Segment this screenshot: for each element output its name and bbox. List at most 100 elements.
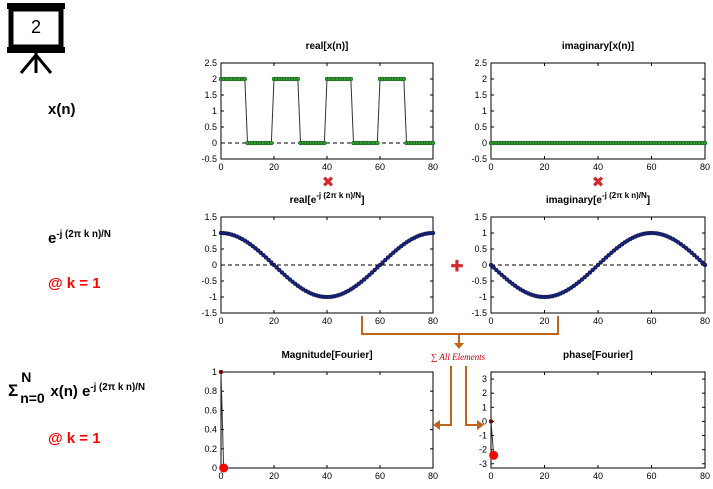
x-tick-label: 0	[218, 471, 223, 481]
multiply-glyph: ✖	[592, 173, 605, 191]
all-elements-label: ∑ All Elements	[431, 352, 486, 362]
data-point	[385, 255, 391, 260]
x-tick-label: 40	[322, 316, 332, 326]
y-tick-label: 0.5	[474, 122, 487, 132]
sum-lower-limit: n=0	[20, 390, 45, 406]
series-line	[220, 371, 225, 469]
k-equals-one-label: @ k = 1	[48, 275, 101, 292]
data-point	[372, 267, 377, 273]
board-number: 2	[30, 17, 41, 37]
y-tick-label: -1	[479, 431, 487, 441]
data-point	[375, 265, 380, 270]
data-point	[593, 265, 598, 270]
data-point	[430, 230, 436, 236]
y-tick-label: -1	[209, 292, 217, 302]
chart-real_x: real[x(n)]0 20 40 60 802.521.510.50-0.5	[201, 41, 438, 172]
right-branch	[465, 366, 477, 426]
data-point	[598, 260, 603, 265]
x-tick-label: 60	[646, 162, 656, 172]
y-tick-label: -0.5	[201, 154, 217, 164]
data-point	[263, 255, 269, 260]
y-tick-label: 0.5	[204, 122, 217, 132]
data-point	[269, 260, 274, 265]
data-point	[494, 267, 499, 273]
y-tick-label: 1	[482, 228, 487, 238]
y-tick-label: -2	[479, 445, 487, 455]
sum-connector-arrows	[361, 316, 559, 426]
multiply-glyph: ✖	[322, 173, 335, 191]
x-tick-label: 60	[375, 162, 385, 172]
x-tick-label: 80	[428, 316, 438, 326]
data-point	[269, 140, 274, 146]
x-tick-label: 40	[593, 162, 603, 172]
y-tick-label: 0.8	[204, 386, 217, 396]
y-tick-label: -3	[479, 459, 487, 469]
chart-real_e: real[e-j (2π k n)/N] 0 20 40 60 80 1.5 1 0.5 0 -0.…	[201, 191, 438, 326]
data-point	[582, 275, 587, 280]
series-line	[221, 78, 433, 144]
x-tick-label: 0	[218, 316, 223, 326]
y-tick-label: 0	[482, 260, 487, 270]
y-tick-label: 3	[482, 374, 487, 384]
y-tick-label: -1	[479, 292, 487, 302]
x-tick-label: 20	[269, 471, 279, 481]
data-point	[271, 262, 277, 268]
data-point	[702, 262, 708, 268]
y-tick-label: 0.2	[204, 444, 217, 454]
data-point	[488, 262, 494, 268]
data-point	[279, 270, 285, 275]
data-point	[430, 140, 436, 146]
y-tick-label: 0	[482, 416, 487, 426]
arrow-head-right	[477, 420, 484, 430]
x-tick-label: 0	[488, 471, 493, 481]
sum-term: x(n) e	[50, 383, 91, 400]
presentation-board-icon: 2	[5, 3, 67, 75]
y-tick-label: 2.5	[474, 58, 487, 68]
y-tick-label: 2	[212, 74, 217, 84]
data-point	[601, 257, 606, 263]
data-point	[274, 265, 279, 270]
data-point	[367, 272, 372, 278]
x-tick-label: 40	[593, 316, 603, 326]
arrow-heads	[433, 343, 484, 430]
y-tick-label: 1.5	[474, 90, 487, 100]
plot-frame	[490, 371, 706, 469]
plus-icon: ✚	[450, 257, 463, 276]
highlight-point	[219, 463, 229, 473]
data-point	[488, 419, 494, 424]
dft-sum-label: Σ N n=0 x(n) e-j (2π k n)/N	[8, 369, 145, 406]
y-tick-label: 1	[212, 367, 217, 377]
chart-title-superscript: -j (2π k n)/N	[316, 191, 361, 200]
y-tick-label: 1	[212, 228, 217, 238]
exp-superscript: -j (2π k n)/N	[56, 229, 111, 240]
y-tick-label: 2.5	[204, 58, 217, 68]
y-tick-label: -1.5	[201, 308, 217, 318]
exp-base: e	[48, 230, 57, 247]
chart-title: imaginary[x(n)]	[562, 41, 634, 52]
data-point	[401, 76, 407, 82]
x-tick-label: 20	[539, 162, 549, 172]
bracket-line	[361, 316, 559, 335]
chart-title-superscript: -j (2π k n)/N	[602, 191, 647, 200]
data-point	[261, 252, 266, 258]
data-point	[499, 272, 504, 278]
data-point	[700, 260, 705, 265]
chart-imag_e: imaginary[e-j (2π k n)/N] 0 20 40 60 80 1.5 1 0.…	[471, 191, 710, 326]
data-point	[377, 262, 383, 268]
chart-imag_x: imaginary[x(n)]0 20 40 60 802.521.510.50-0.5	[471, 41, 710, 172]
chart-phase: phase[Fourier] 0 20 40 60 80 3 2 1 0 -1 -2 -3	[479, 350, 710, 481]
x-tick-label: 40	[593, 471, 603, 481]
x-tick-label: 0	[488, 316, 493, 326]
data-point	[603, 255, 609, 260]
data-point	[322, 140, 327, 146]
k-equals-one-label-2: @ k = 1	[48, 430, 101, 447]
data-point	[595, 262, 601, 268]
chart-title-close: ]	[361, 195, 364, 206]
x-tick-label: 0	[488, 162, 493, 172]
y-tick-label: 2	[482, 388, 487, 398]
chart-title-main: real[e	[290, 195, 317, 206]
x-tick-label: 40	[322, 471, 332, 481]
chart-title: Magnitude[Fourier]	[281, 350, 372, 361]
data-point	[694, 255, 700, 260]
x-tick-label: 0	[218, 162, 223, 172]
